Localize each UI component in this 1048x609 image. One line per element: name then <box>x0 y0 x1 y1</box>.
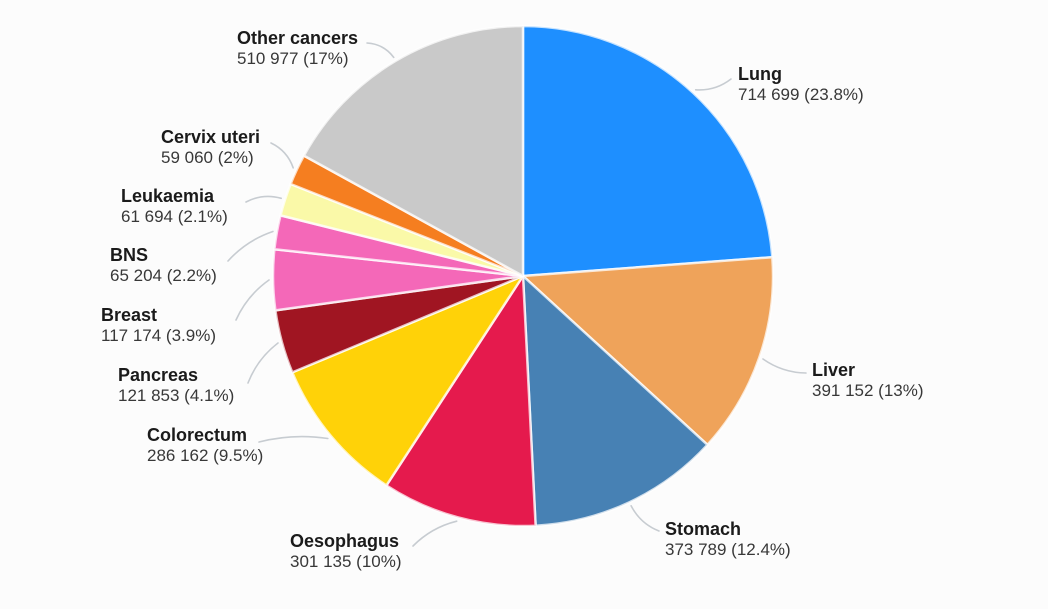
leader-line-colorectum <box>258 435 329 443</box>
pie-slice-lung[interactable] <box>521 24 774 278</box>
slice-name: Lung <box>738 64 782 84</box>
slice-value: 121 853 (4.1%) <box>118 386 235 405</box>
leader-line-pancreas <box>247 342 279 384</box>
slice-name: Leukaemia <box>121 186 215 206</box>
slice-name: Cervix uteri <box>161 127 261 147</box>
slice-label-leukaemia: Leukaemia 61 694 (2.1%) <box>121 186 228 227</box>
slice-name: Colorectum <box>147 425 248 445</box>
slice-label-liver: Liver 391 152 (13%) <box>812 360 924 401</box>
leader-line-stomach <box>630 505 660 532</box>
slice-value: 714 699 (23.8%) <box>738 85 864 104</box>
slice-value: 286 162 (9.5%) <box>147 446 264 465</box>
leader-line-bns <box>227 230 274 262</box>
slice-label-pancreas: Pancreas 121 853 (4.1%) <box>118 365 234 406</box>
slice-name: Pancreas <box>118 365 199 385</box>
leader-line-lung <box>694 78 732 91</box>
leader-lines-group <box>227 42 807 547</box>
slice-name: Other cancers <box>237 28 359 48</box>
pie-slice-colorectum[interactable] <box>291 274 525 487</box>
slice-value: 61 694 (2.1%) <box>121 207 228 226</box>
slice-name: Liver <box>812 360 856 380</box>
slice-label-lung: Lung 714 699 (23.8%) <box>738 64 864 105</box>
slice-value: 391 152 (13%) <box>812 381 924 400</box>
slice-label-cervix-uteri: Cervix uteri 59 060 (2%) <box>161 127 260 168</box>
leader-line-other <box>366 42 395 59</box>
slice-value: 65 204 (2.2%) <box>110 266 217 285</box>
pie-wedges-group <box>271 24 775 528</box>
slice-value: 59 060 (2%) <box>161 148 254 167</box>
slice-label-breast: Breast 117 174 (3.9%) <box>101 305 216 346</box>
slice-label-colorectum: Colorectum 286 162 (9.5%) <box>147 425 263 466</box>
slice-name: Oesophagus <box>290 531 400 551</box>
leader-line-breast <box>235 279 270 321</box>
slice-label-stomach: Stomach 373 789 (12.4%) <box>665 519 791 560</box>
pie-slice-stomach[interactable] <box>521 274 709 527</box>
slice-label-bns: BNS 65 204 (2.2%) <box>110 245 217 286</box>
slice-name: BNS <box>110 245 149 265</box>
leader-line-leukaemia <box>245 195 282 203</box>
pie-slice-liver[interactable] <box>521 255 775 447</box>
slice-name: Stomach <box>665 519 742 539</box>
slice-value: 510 977 (17%) <box>237 49 349 68</box>
slice-name: Breast <box>101 305 158 325</box>
leader-line-oesophagus <box>412 520 458 547</box>
slice-value: 373 789 (12.4%) <box>665 540 791 559</box>
leader-line-liver <box>762 358 807 374</box>
slice-value: 117 174 (3.9%) <box>101 326 216 345</box>
pie-slice-oesophagus[interactable] <box>385 274 537 528</box>
slice-label-oesophagus: Oesophagus 301 135 (10%) <box>290 531 402 572</box>
pie-slice-other[interactable] <box>302 24 525 278</box>
leader-line-cervix-uteri <box>270 142 294 169</box>
slice-value: 301 135 (10%) <box>290 552 402 571</box>
slice-label-other: Other cancers 510 977 (17%) <box>237 28 358 69</box>
